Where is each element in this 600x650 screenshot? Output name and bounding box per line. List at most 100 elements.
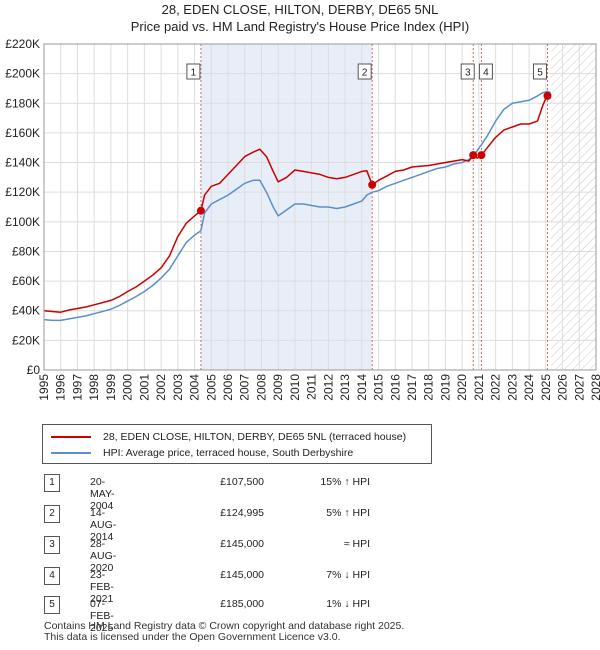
sale-label-frame — [357, 63, 372, 80]
sale-label-frame — [186, 63, 201, 80]
x-tick-label: 2018 — [422, 374, 436, 401]
x-tick-label: 2009 — [271, 374, 285, 401]
y-tick-label: £200K — [5, 67, 40, 81]
legend-label-property: 28, EDEN CLOSE, HILTON, DERBY, DE65 5NL … — [103, 431, 407, 443]
sale-number-badge: 3 — [44, 536, 60, 554]
x-tick-label: 1996 — [54, 374, 68, 401]
x-tick-label: 2002 — [154, 374, 168, 401]
sale-price: £145,000 — [220, 538, 264, 550]
x-tick-label: 2013 — [338, 374, 352, 401]
x-tick-label: 2006 — [221, 374, 235, 401]
chart-legend: 28, EDEN CLOSE, HILTON, DERBY, DE65 5NL … — [42, 424, 432, 464]
forecast-hatch-region — [550, 44, 596, 370]
y-tick-label: £20K — [12, 333, 40, 347]
legend-swatch-property — [51, 436, 91, 438]
x-tick-label: 2021 — [472, 374, 486, 401]
sale-point — [469, 151, 478, 160]
x-tick-label: 2025 — [539, 374, 553, 401]
x-tick-label: 2004 — [188, 374, 202, 401]
sale-hpi-relation: 1% ↓ HPI — [326, 598, 370, 610]
y-tick-label: £0 — [27, 363, 41, 377]
sale-label-box: 5 — [532, 63, 547, 80]
footer-copyright: Contains HM Land Registry data © Crown c… — [44, 620, 405, 632]
sale-point — [477, 151, 486, 160]
sale-number-badge: 1 — [44, 474, 60, 492]
y-tick-label: £220K — [5, 37, 40, 51]
x-tick-label: 2019 — [438, 374, 452, 401]
sale-label-number: 3 — [465, 68, 471, 79]
x-tick-label: 2015 — [372, 374, 386, 401]
property-price-line — [43, 93, 552, 313]
x-tick-label: 1998 — [87, 374, 101, 401]
sale-price: £107,500 — [220, 476, 264, 488]
x-tick-label: 2027 — [572, 374, 586, 401]
chart-title: 28, EDEN CLOSE, HILTON, DERBY, DE65 5NL — [161, 2, 439, 17]
x-tick-label: 2016 — [388, 374, 402, 401]
sale-label-number: 5 — [537, 68, 543, 79]
y-tick-label: £80K — [12, 244, 40, 258]
x-tick-label: 1995 — [37, 374, 51, 401]
sale-date: 28-AUG-2020 — [90, 538, 117, 574]
sale-price: £145,000 — [220, 569, 264, 581]
x-tick-label: 2007 — [238, 374, 252, 401]
x-tick-label: 2022 — [489, 374, 503, 401]
x-tick-label: 2008 — [254, 374, 268, 401]
sale-label-box: 4 — [478, 63, 493, 80]
x-tick-label: 2005 — [204, 374, 218, 401]
y-tick-label: £40K — [12, 304, 40, 318]
y-tick-label: £100K — [5, 215, 40, 229]
hpi-line — [43, 90, 552, 322]
legend-entry-hpi: HPI: Average price, terraced house, Sout… — [51, 446, 353, 460]
x-tick-label: 2012 — [321, 374, 335, 401]
y-tick-label: £160K — [5, 126, 40, 140]
x-tick-label: 2001 — [137, 374, 151, 401]
x-tick-label: 2024 — [522, 374, 536, 401]
x-tick-label: 2003 — [171, 374, 185, 401]
x-tick-label: 2000 — [121, 374, 135, 401]
y-tick-label: £120K — [5, 185, 40, 199]
sale-hpi-relation: 5% ↑ HPI — [326, 507, 370, 519]
sale-price: £124,995 — [220, 507, 264, 519]
sale-label-frame — [460, 63, 475, 80]
legend-entry-property: 28, EDEN CLOSE, HILTON, DERBY, DE65 5NL … — [51, 430, 406, 444]
sale-label-number: 4 — [483, 68, 489, 79]
legend-label-hpi: HPI: Average price, terraced house, Sout… — [103, 447, 354, 459]
sale-hpi-relation: 15% ↑ HPI — [320, 476, 370, 488]
x-tick-label: 1999 — [104, 374, 118, 401]
sale-point — [196, 206, 205, 215]
sale-point — [543, 91, 552, 100]
x-tick-label: 2017 — [405, 374, 419, 401]
sale-label-box: 1 — [186, 63, 201, 80]
x-tick-label: 2011 — [305, 374, 319, 400]
sale-date: 07-FEB-2025 — [90, 598, 114, 634]
x-tick-label: 2023 — [505, 374, 519, 401]
sale-price: £185,000 — [220, 598, 264, 610]
sale-number-badge: 2 — [44, 505, 60, 523]
x-tick-label: 2010 — [288, 374, 302, 401]
sale-label-frame — [478, 63, 493, 80]
price-chart: £0 £20K £40K £60K £80K £100K £120K £140K £160K £1… — [5, 37, 600, 401]
chart-subtitle: Price paid vs. HM Land Registry's House … — [130, 19, 470, 34]
sale-date: 14-AUG-2014 — [90, 507, 117, 543]
legend-swatch-hpi — [51, 452, 91, 454]
y-tick-label: £140K — [5, 156, 40, 170]
x-tick-label: 2026 — [556, 374, 570, 401]
sale-label-box: 3 — [460, 63, 475, 80]
sale-label-number: 2 — [362, 68, 368, 79]
y-tick-label: £180K — [5, 96, 40, 110]
sale-label-box: 2 — [357, 63, 372, 80]
y-tick-label: £60K — [12, 274, 40, 288]
x-tick-label: 2014 — [355, 374, 369, 401]
sale-number-badge: 4 — [44, 567, 60, 585]
plot-frame — [43, 43, 597, 371]
x-tick-label: 2028 — [589, 374, 600, 401]
sale-date: 23-FEB-2021 — [90, 569, 114, 605]
x-tick-label: 2020 — [455, 374, 469, 401]
sale-hpi-relation: 7% ↓ HPI — [326, 569, 370, 581]
sale-label-number: 1 — [191, 68, 197, 79]
footer-license: This data is licensed under the Open Gov… — [44, 631, 341, 643]
sale-number-badge: 5 — [44, 596, 60, 614]
sale-label-frame — [532, 63, 547, 80]
sale-date: 20-MAY-2004 — [90, 476, 115, 512]
x-tick-label: 1997 — [70, 374, 84, 401]
